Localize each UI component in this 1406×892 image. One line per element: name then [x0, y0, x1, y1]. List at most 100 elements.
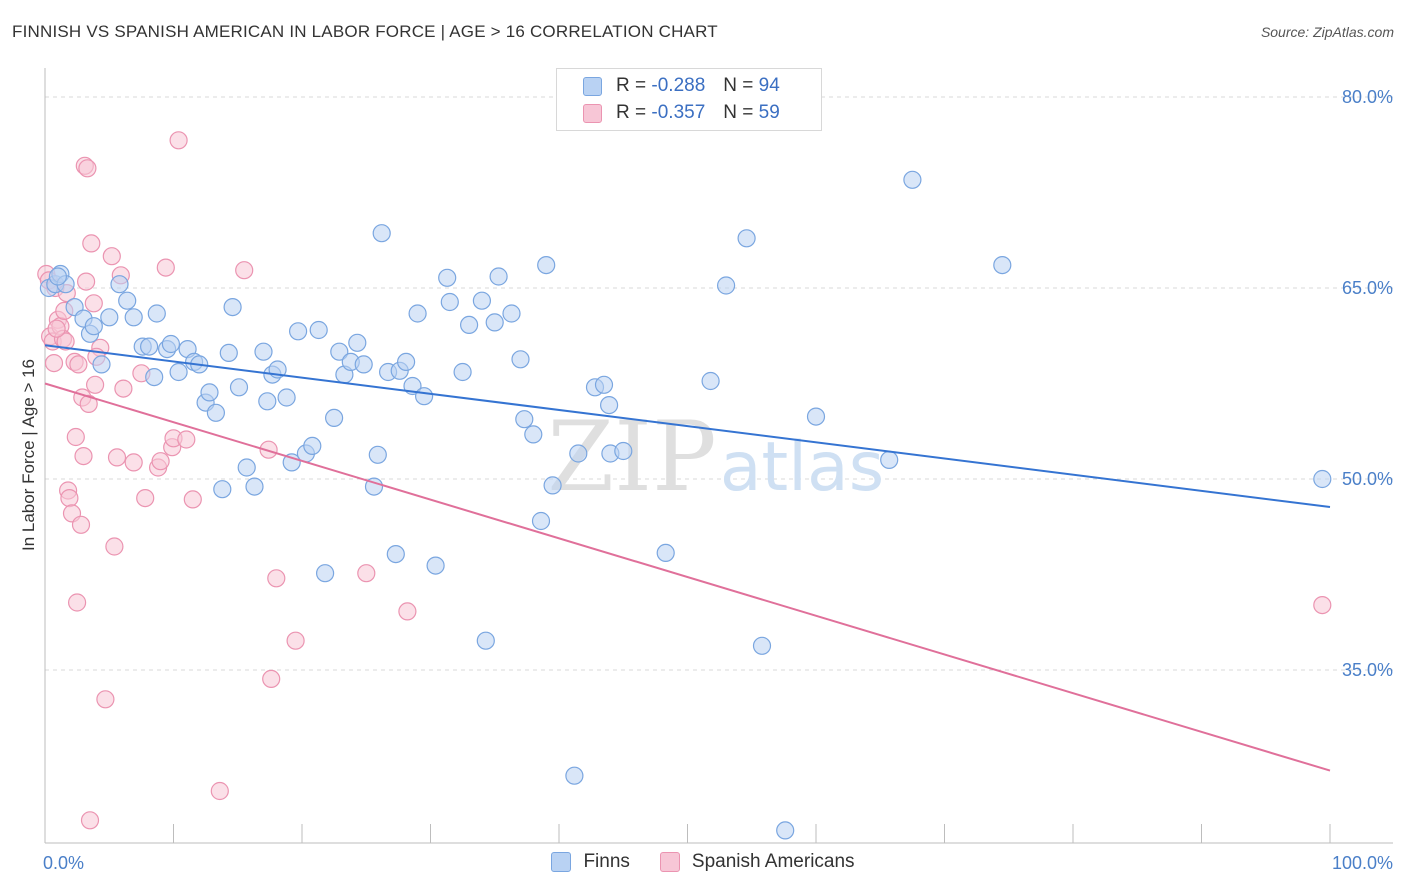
finns-point — [118, 291, 137, 310]
spanish-point — [74, 447, 93, 466]
finns-point — [219, 343, 238, 362]
finns-point — [537, 256, 556, 275]
stats-legend: R = -0.288 N = 94 R = -0.357 N = 59 — [556, 68, 822, 131]
finns-points — [39, 170, 1332, 840]
finns-point — [485, 313, 504, 332]
finns-point — [599, 396, 619, 415]
trend-lines — [44, 344, 1331, 772]
spanish-point — [85, 375, 105, 394]
spanish-point — [84, 294, 103, 313]
y-axis-title: In Labor Force | Age > 16 — [19, 359, 38, 551]
finns-point — [524, 425, 543, 444]
n-label: N = — [723, 75, 754, 96]
axes — [44, 68, 1393, 844]
finns-trend-line — [44, 344, 1331, 509]
finns-point — [569, 444, 588, 463]
finns-n-value: 94 — [758, 75, 780, 96]
finns-point — [147, 304, 166, 323]
finns-point — [543, 476, 562, 495]
spanish-point — [286, 631, 305, 650]
spanish-point — [210, 781, 229, 801]
finns-point — [737, 229, 756, 248]
finns-point — [348, 333, 367, 352]
finns-r-value: -0.288 — [651, 75, 706, 96]
finns-point — [426, 556, 445, 575]
r-label: R = — [616, 102, 647, 123]
finns-point — [169, 362, 188, 382]
spanish-point — [151, 452, 170, 471]
finns-point — [254, 342, 273, 361]
spanish-point — [136, 489, 155, 508]
finns-point — [415, 387, 434, 406]
finns-legend-swatch — [551, 852, 572, 872]
spanish-point — [398, 602, 417, 621]
finns-point — [161, 334, 180, 354]
finns-point — [303, 436, 322, 455]
spanish-point — [60, 489, 79, 508]
finns-point — [223, 298, 242, 317]
spanish-point — [177, 430, 196, 449]
finns-point — [229, 378, 249, 397]
legend-item-spanish[interactable]: Spanish Americans — [659, 851, 855, 873]
y-tick-label: 65.0% — [1342, 278, 1393, 298]
finns-point — [880, 450, 899, 469]
x-tick-label: 0.0% — [43, 853, 84, 873]
finns-legend-label: Finns — [583, 851, 630, 872]
spanish-r-value: -0.357 — [651, 102, 706, 123]
finns-point — [258, 392, 277, 411]
y-tick-label: 80.0% — [1342, 87, 1393, 107]
spanish-point — [107, 448, 127, 467]
spanish-point — [71, 515, 91, 534]
legend-row-finns: R = -0.288 N = 94 — [583, 74, 780, 98]
y-tick-label: 35.0% — [1342, 660, 1393, 680]
source-credit: Source: ZipAtlas.com — [1260, 24, 1394, 40]
spanish-point — [96, 690, 115, 709]
spanish-point — [183, 490, 202, 509]
finns-point — [453, 362, 472, 382]
finns-point — [368, 445, 387, 464]
spanish-legend-swatch — [659, 852, 680, 872]
finns-point — [594, 375, 614, 394]
finns-point — [354, 355, 373, 374]
spanish-point — [66, 427, 85, 447]
spanish-point — [47, 319, 66, 338]
finns-point — [397, 352, 416, 371]
spanish-point — [78, 159, 97, 178]
spanish-point — [357, 564, 376, 583]
finns-point — [440, 292, 459, 312]
tick-labels: 35.0% 50.0% 65.0% 80.0% 0.0% 100.0% — [43, 87, 1393, 873]
spanish-point — [156, 258, 175, 277]
legend-item-finns[interactable]: Finns — [551, 851, 630, 873]
n-label: N = — [723, 102, 754, 123]
spanish-point — [1313, 595, 1332, 615]
finns-swatch — [583, 76, 602, 96]
finns-point — [489, 267, 508, 286]
spanish-point — [114, 379, 133, 398]
finns-point — [1313, 469, 1332, 489]
finns-point — [145, 368, 164, 387]
spanish-point — [69, 355, 88, 374]
finns-point — [716, 276, 736, 295]
finns-point — [993, 256, 1012, 275]
finns-point — [472, 291, 491, 310]
finns-point — [237, 458, 256, 477]
finns-point — [752, 636, 772, 655]
spanish-point — [235, 261, 254, 280]
finns-point — [806, 407, 826, 426]
spanish-point — [169, 131, 188, 150]
spanish-point — [267, 569, 286, 588]
spanish-trend-line — [44, 382, 1331, 772]
finns-point — [903, 170, 922, 189]
finns-point — [289, 322, 308, 341]
finns-point — [200, 383, 219, 402]
spanish-point — [262, 669, 281, 689]
finns-point — [701, 371, 720, 391]
finns-point — [316, 564, 335, 583]
finns-point — [206, 403, 225, 422]
legend-row-spanish: R = -0.357 N = 59 — [583, 101, 780, 125]
finns-point — [408, 304, 427, 323]
finns-point — [245, 477, 264, 496]
spanish-point — [124, 453, 143, 472]
finns-point — [614, 441, 633, 461]
